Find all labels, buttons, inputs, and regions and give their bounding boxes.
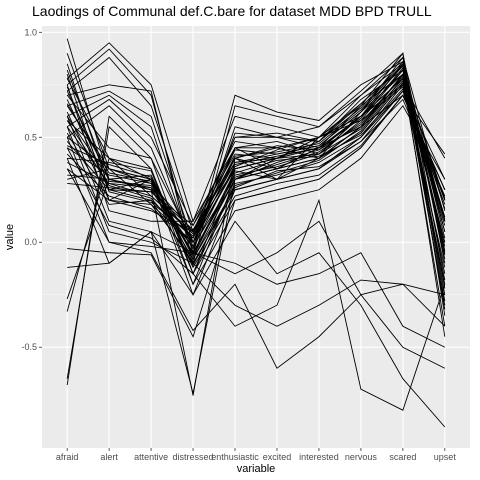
y-tick-label: 0.5 [24,132,37,142]
y-axis-title: value [4,224,16,250]
x-tick-label-upset: upset [434,452,457,462]
y-tick-label: -0.5 [21,342,37,352]
series-line-39 [67,94,446,338]
series-line-50 [66,67,446,250]
series-lines [66,38,446,428]
x-tick-label-nervous: nervous [345,452,378,462]
x-tick-label-alert: alert [100,452,118,462]
series-line-43 [66,147,446,411]
series-line-36 [66,90,446,312]
y-tick-label: 0.0 [24,237,37,247]
series-line-44 [66,158,446,428]
x-axis-ticks: afraid alert attentive distressedenthusiast… [56,448,456,462]
series-line-37 [66,73,446,396]
y-axis-ticks: -0.5 0.0 0.5 1.0 [21,27,42,352]
series-line-27 [66,48,446,306]
series-line-26 [66,42,446,295]
x-tick-label-scared: scared [389,452,416,462]
series-line-45 [66,168,446,327]
x-tick-label-interested: interested [299,452,339,462]
x-tick-label-excited: excited [263,452,292,462]
x-tick-label-attentive: attentive [134,452,168,462]
x-tick-label-distressed: distressed [173,452,214,462]
y-tick-label: 1.0 [24,27,37,37]
series-line-35 [66,94,446,379]
series-line-46 [66,75,446,248]
x-tick-label-afraid: afraid [56,452,79,462]
x-tick-label-enthusiastic: enthusiastic [211,452,259,462]
series-line-48 [66,62,446,251]
series-line-29 [67,52,446,316]
series-line-31 [66,60,446,302]
x-axis-title: variable [237,463,276,475]
series-line-49 [66,88,446,258]
series-line-47 [66,79,446,267]
series-line-8 [66,56,446,244]
series-line-33 [66,65,446,310]
chart-title: Laodings of Communal def.C.bare for data… [32,3,432,19]
series-line-19 [66,86,446,268]
